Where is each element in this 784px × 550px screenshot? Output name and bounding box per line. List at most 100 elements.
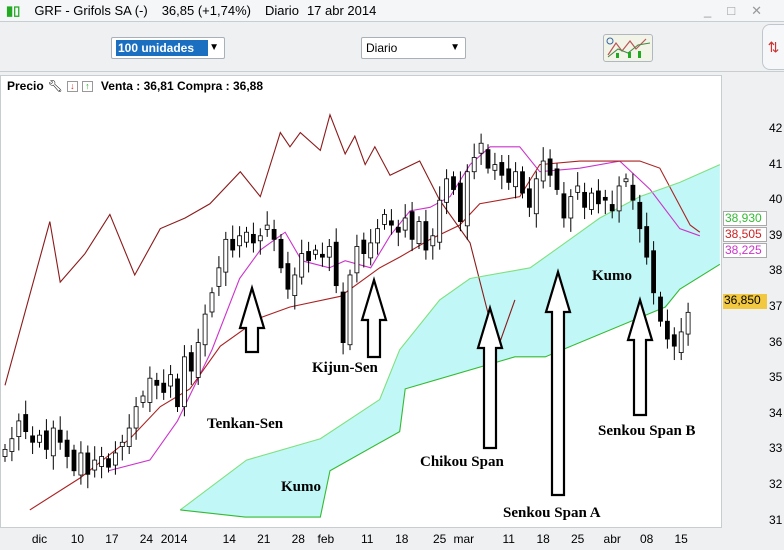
- x-tick-label: 11: [361, 532, 374, 546]
- date-axis[interactable]: dic 10 17 24 2014 14 21 28 feb 11 18 25 mar 11 18 25 abr…: [0, 528, 722, 550]
- candle-body: [250, 233, 256, 244]
- candle-body: [368, 242, 374, 259]
- minimize-button[interactable]: _: [704, 3, 720, 18]
- candle: [319, 242, 325, 267]
- candle: [271, 219, 277, 252]
- candle: [299, 239, 305, 285]
- side-panel-toggle[interactable]: ⇅: [762, 24, 784, 70]
- candle: [506, 154, 512, 190]
- candle-body: [78, 452, 84, 476]
- ichimoku-indicator-icon: [606, 37, 651, 58]
- candle: [596, 179, 601, 214]
- senkou-span-b-line: [180, 263, 721, 518]
- candle-body: [416, 221, 422, 245]
- close-button[interactable]: ✕: [751, 3, 770, 18]
- candle: [202, 304, 208, 357]
- candle-body: [457, 182, 463, 222]
- candle: [561, 182, 567, 228]
- x-tick-label: 17: [105, 532, 119, 546]
- arrow-down-icon[interactable]: ↓: [66, 80, 78, 92]
- candle: [181, 345, 187, 417]
- kijun-sen-line: [29, 160, 701, 511]
- candle: [78, 441, 84, 485]
- candle-body: [382, 214, 387, 225]
- chart-header: Precio 🔧︎ ↓ ↑ Venta : 36,81 Compra : 36,…: [0, 75, 722, 96]
- candle-body: [506, 168, 512, 183]
- candle-body: [430, 235, 436, 247]
- candle: [113, 441, 118, 475]
- candle-body: [547, 158, 553, 176]
- candle: [492, 152, 498, 180]
- candle-body: [223, 238, 229, 273]
- candle-body: [623, 178, 629, 183]
- candle-body: [665, 320, 670, 340]
- candle: [195, 328, 201, 385]
- x-tick-label: mar: [453, 532, 475, 546]
- price-axis[interactable]: 42 41 40 39 38 37 36 35 34 33 32 31 38,930 38,505 38,2…: [722, 75, 784, 528]
- candle-body: [513, 171, 518, 188]
- candle-body: [616, 185, 622, 212]
- candle-body: [596, 190, 601, 205]
- wrench-icon[interactable]: 🔧︎: [47, 79, 63, 93]
- candle: [223, 231, 229, 286]
- arrows-icon: ⇅: [767, 39, 780, 55]
- candle-body: [71, 449, 77, 472]
- candle: [416, 216, 422, 249]
- candle: [471, 143, 477, 180]
- annotation-arrow: [544, 268, 572, 497]
- timeframe-select[interactable]: Diario ▼: [361, 37, 466, 59]
- x-tick-label: 28: [291, 532, 305, 546]
- candle-body: [651, 250, 656, 294]
- value-tag: 38,930: [723, 211, 767, 226]
- candle-body: [630, 184, 636, 201]
- candle: [402, 204, 408, 238]
- candle: [106, 453, 111, 473]
- candle: [651, 241, 656, 305]
- candle-body: [402, 217, 408, 231]
- candle-body: [37, 434, 42, 443]
- candle-body: [554, 168, 560, 190]
- candle: [678, 318, 684, 361]
- y-tick-label: 35: [769, 370, 783, 385]
- candle: [44, 419, 49, 460]
- candle-body: [175, 378, 180, 408]
- x-tick-label: feb: [317, 532, 335, 546]
- candle: [430, 228, 436, 260]
- candle-body: [464, 171, 470, 227]
- y-tick-label: 31: [769, 512, 783, 527]
- annotation-senkou-span-b: Senkou Span B: [598, 423, 696, 439]
- candle-body: [409, 211, 415, 240]
- candle-body: [271, 228, 277, 240]
- y-tick-label: 34: [769, 405, 783, 420]
- candle: [457, 171, 463, 232]
- quantity-select[interactable]: 100 unidades ▼: [111, 37, 225, 59]
- candle-body: [361, 239, 367, 255]
- candle-body: [602, 196, 608, 201]
- quantity-value: 100 unidades: [116, 40, 208, 56]
- candle-body: [478, 142, 484, 154]
- annotation-arrow: [238, 284, 266, 354]
- candle: [264, 211, 270, 237]
- candle: [658, 291, 663, 327]
- candle-body: [589, 192, 594, 210]
- candle-body: [678, 331, 684, 353]
- candle: [478, 133, 484, 165]
- candle: [568, 189, 574, 232]
- candle-body: [195, 342, 201, 378]
- annotation-kumo: Kumo: [281, 479, 322, 495]
- candle-body: [444, 178, 450, 203]
- candle-body: [340, 291, 346, 344]
- maximize-button[interactable]: □: [727, 3, 744, 18]
- x-tick-label: 24: [139, 532, 154, 546]
- candle: [623, 173, 629, 188]
- toolbar: 100 unidades ▼ Diario ▼: [0, 22, 784, 72]
- arrow-up-icon[interactable]: ↑: [81, 80, 93, 92]
- candle-body: [637, 201, 643, 230]
- ichimoku-indicator-button[interactable]: [603, 34, 653, 62]
- candle-body: [388, 220, 394, 226]
- candle-body: [119, 441, 125, 447]
- x-tick-label: 10: [70, 532, 85, 546]
- candle-body: [147, 377, 153, 403]
- candle-body: [540, 160, 546, 182]
